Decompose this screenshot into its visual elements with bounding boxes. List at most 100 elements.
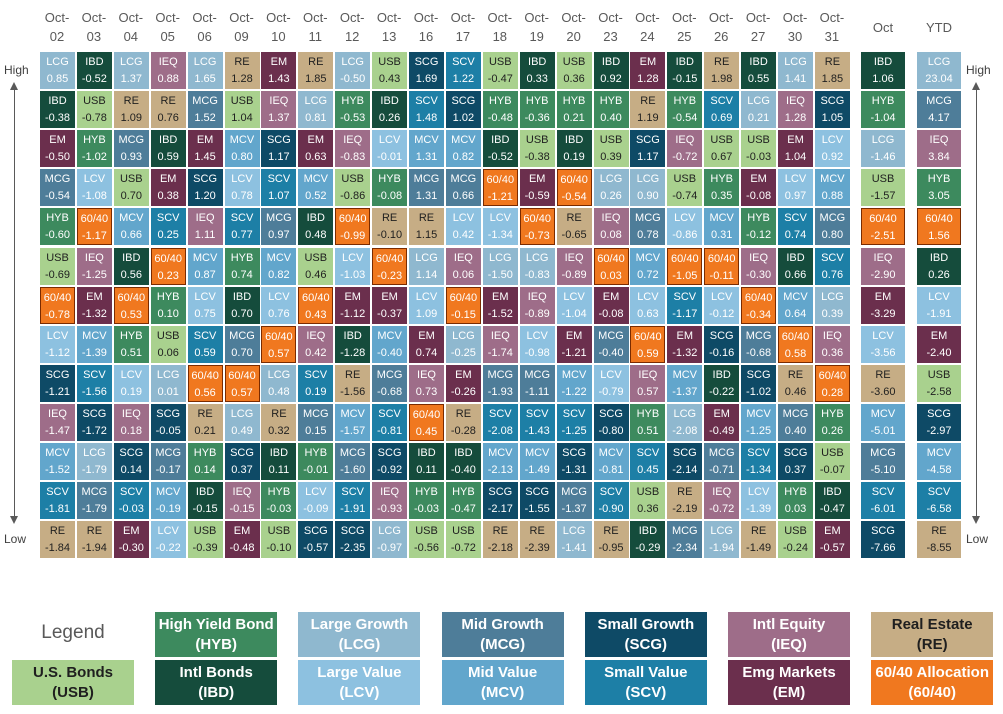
cell-asset-label: MCG [81,486,108,499]
cell-return-value: 1.17 [268,151,290,164]
table-cell: SCG -2.35 [335,521,371,559]
cell-return-value: 0.28 [821,386,844,399]
cell-return-value: -0.03 [118,503,144,516]
table-cell: MCG -5.10 [861,443,905,480]
cell-return-value: 0.32 [268,424,290,437]
cell-asset-label: USB [83,95,106,108]
cell-return-value: 0.56 [194,386,216,399]
vertical-arrow [14,88,15,518]
cell-return-value: 0.70 [120,190,142,203]
cell-return-value: 1.85 [305,73,327,85]
table-cell: LCG 0.21 [741,91,777,129]
cell-return-value: -0.17 [155,464,181,476]
legend-item-name: Small Value [604,664,688,681]
cell-return-value: -2.35 [340,542,366,555]
cell-asset-label: LCG [156,368,180,381]
cell-return-value: -1.94 [709,542,735,555]
cell-return-value: -1.57 [340,424,366,437]
table-cell: EM -0.08 [593,286,629,324]
column-header-month: Oct- [524,10,549,25]
cell-return-value: -0.97 [377,542,403,555]
cell-return-value: -1.21 [561,346,587,359]
table-cell: IEQ 1.37 [261,91,297,129]
cell-return-value: -0.23 [377,269,403,282]
table-cell: LCV 0.97 [778,169,813,207]
cell-return-value: 0.82 [452,151,475,164]
column-header-month: Oct- [561,10,586,25]
table-cell: RE -2.19 [667,482,703,520]
cell-asset-label: SCV [83,368,106,381]
cell-return-value: -1.52 [44,464,71,476]
column-header: Oct- 16 [408,8,444,46]
cell-asset-label: EM [123,525,140,538]
cell-asset-label: MCG [450,173,477,186]
cell-return-value: -0.28 [450,424,476,437]
legend-item-name: U.S. Bonds [32,664,113,681]
cell-return-value: 0.97 [784,190,807,203]
table-cell: RE -2.39 [519,521,555,559]
table-cell: SCG -0.57 [298,521,334,559]
cell-asset-label: IBD [638,525,658,538]
cell-return-value: 0.85 [46,73,69,85]
table-cell: SCG 1.05 [814,91,850,129]
cell-return-value: -1.04 [870,112,896,125]
table-cell: HYB 0.26 [814,403,850,441]
cell-asset-label: LCV [120,368,142,381]
table-cell: USB 0.36 [556,52,592,89]
cell-asset-label: MCG [155,447,182,459]
column-header: Oct- 30 [777,8,813,46]
cell-return-value: 0.48 [268,385,290,398]
column-header: Oct- 24 [629,8,665,46]
cell-asset-label: SCV [415,95,438,108]
cell-return-value: -1.05 [672,269,698,282]
table-cell: MCV -0.81 [593,443,629,480]
cell-asset-label: RE [787,368,804,381]
cell-asset-label: SCV [599,486,623,499]
cell-return-value: -0.03 [746,151,772,164]
table-cell: EM 0.63 [298,130,334,168]
cell-return-value: -1.79 [81,503,107,516]
table-cell: IBD 0.26 [917,247,961,285]
cell-asset-label: SCG [414,56,439,68]
cell-asset-label: SCG [451,95,476,108]
cell-asset-label: LCV [378,134,401,147]
column-header: Oct- 03 [76,8,112,46]
cell-asset-label: IBD [159,134,178,147]
table-cell: LCG -0.97 [372,521,408,559]
column-header: Oct- 10 [260,8,296,46]
table-cell: SCV 0.76 [814,247,850,285]
table-cell: USB 1.04 [224,91,260,129]
cell-asset-label: RE [455,407,472,420]
table-cell: MCG 0.97 [261,208,297,246]
cell-asset-label: HYB [267,486,291,499]
cell-return-value: -1.57 [870,190,896,203]
cell-return-value: 0.26 [600,190,622,203]
table-cell: SCG -2.17 [482,482,518,520]
table-cell: LCG 1.41 [778,52,813,89]
cell-asset-label: SCG [599,407,623,420]
cell-return-value: 0.57 [637,385,659,398]
table-cell: SCV 0.45 [630,443,666,480]
table-cell: LCV 0.92 [814,130,850,168]
table-cell: SCG -0.92 [372,443,408,480]
table-cell: 60/40 0.57 [261,325,297,363]
cell-asset-label: MCV [926,447,952,459]
cell-asset-label: RE [49,525,66,538]
cell-asset-label: LCG [871,134,895,147]
cell-asset-label: 60/40 [302,291,330,304]
table-cell: IEQ 3.84 [917,130,961,168]
table-cell: MCG 0.93 [113,130,149,168]
cell-asset-label: LCG [341,56,364,68]
cell-asset-label: EM [713,407,730,420]
table-cell: 60/40 0.56 [187,364,223,402]
cell-asset-label: 60/40 [597,252,625,265]
legend-item-name: Emg Markets [742,664,836,681]
cell-asset-label: HYB [341,95,364,108]
column-header: Oct- 17 [445,8,481,46]
cell-asset-label: SCV [156,212,180,225]
table-cell: RE -0.95 [593,521,629,559]
cell-return-value: 0.88 [157,73,179,85]
table-cell: 60/40 -1.17 [76,208,112,246]
table-cell: RE 1.09 [113,91,149,129]
cell-asset-label: IBD [195,486,215,499]
